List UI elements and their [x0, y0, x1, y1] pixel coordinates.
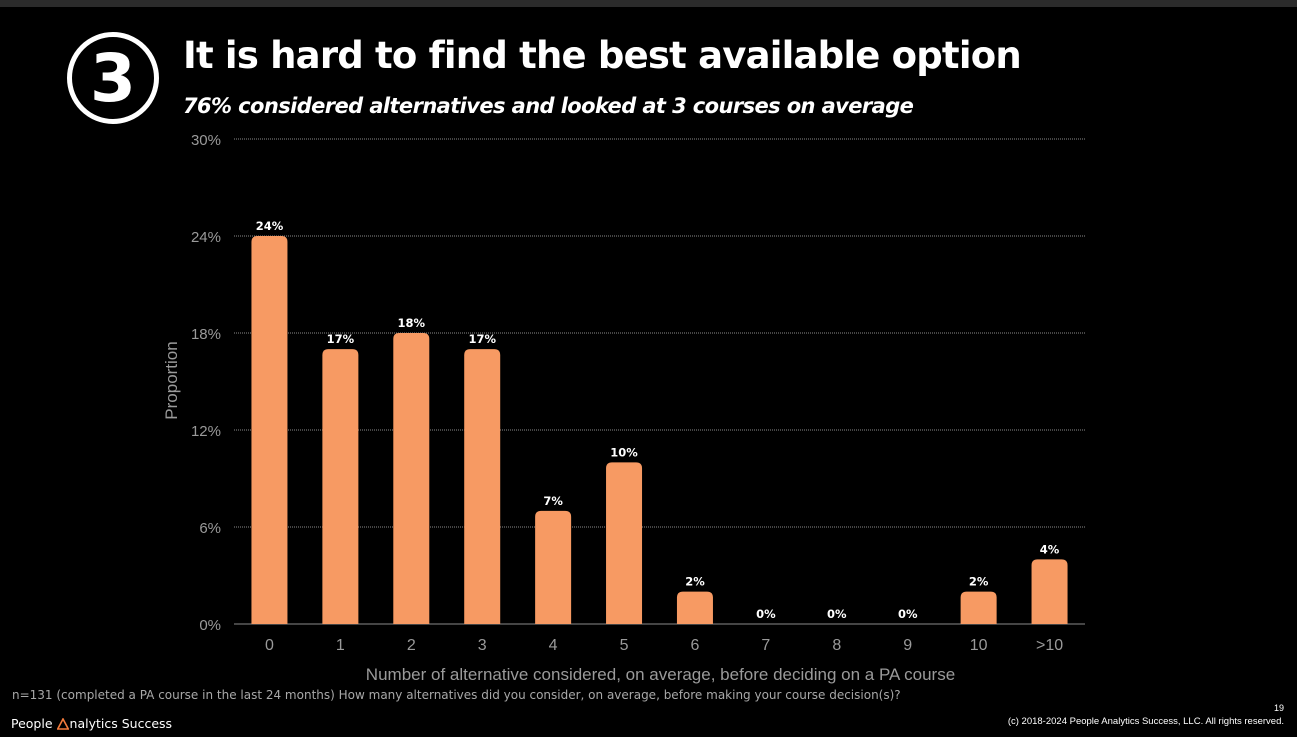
- x-axis-title: Number of alternative considered, on ave…: [366, 665, 955, 684]
- x-tick-label: 1: [336, 637, 345, 654]
- bar: [535, 510, 572, 624]
- y-axis-title: Proportion: [162, 341, 181, 419]
- data-label: 0%: [827, 607, 847, 621]
- y-tick-label: 0%: [199, 617, 221, 634]
- x-tick-label: 8: [832, 637, 841, 654]
- data-label: 7%: [543, 494, 563, 508]
- x-tick-label: 4: [549, 637, 558, 654]
- bar: [464, 349, 501, 624]
- slide-number-badge: 3: [67, 32, 159, 124]
- data-label: 0%: [898, 607, 918, 621]
- data-label: 0%: [756, 607, 776, 621]
- bar: [251, 236, 288, 624]
- x-tick-label: 7: [761, 637, 770, 654]
- triangle-logo-icon: [56, 717, 69, 730]
- y-tick-label: 30%: [191, 132, 221, 149]
- x-tick-label: 9: [903, 637, 912, 654]
- y-tick-label: 12%: [191, 423, 221, 440]
- brand-text-right: nalytics Success: [69, 716, 173, 731]
- data-label: 4%: [1040, 542, 1060, 556]
- brand-text-left: People: [11, 716, 53, 731]
- x-tick-label: 0: [265, 637, 274, 654]
- x-tick-label: 3: [478, 637, 487, 654]
- bar: [1031, 559, 1068, 624]
- page-number: 19: [1273, 703, 1284, 713]
- data-label: 17%: [327, 332, 355, 346]
- slide-subtitle: 76% considered alternatives and looked a…: [183, 94, 914, 118]
- copyright: (c) 2018-2024 People Analytics Success, …: [1007, 716, 1284, 727]
- x-tick-label: 5: [620, 637, 629, 654]
- data-label: 2%: [969, 575, 989, 589]
- bar: [393, 333, 430, 624]
- footnote: n=131 (completed a PA course in the last…: [12, 688, 901, 702]
- y-tick-label: 24%: [191, 229, 221, 246]
- slide-number: 3: [90, 40, 136, 117]
- x-tick-label: 10: [970, 637, 988, 654]
- top-bar: [0, 0, 1297, 7]
- data-label: 10%: [610, 445, 638, 459]
- slide-title: It is hard to find the best available op…: [183, 34, 1022, 77]
- bar: [676, 591, 713, 624]
- bar: [322, 349, 359, 624]
- x-tick-label: 6: [691, 637, 700, 654]
- data-label: 2%: [685, 575, 705, 589]
- x-tick-label: >10: [1036, 637, 1063, 654]
- x-tick-label: 2: [407, 637, 416, 654]
- bar-chart: 0% 6% 12% 18% 24% 30% 24% 0 17% 1 18% 2 17% 3 7% 4 10% 5 2…: [162, 132, 1085, 684]
- data-label: 18%: [398, 316, 426, 330]
- data-label: 17%: [468, 332, 496, 346]
- y-tick-label: 6%: [199, 520, 221, 537]
- bar: [960, 591, 997, 624]
- y-tick-label: 18%: [191, 326, 221, 343]
- brand-logo: People nalytics Success: [11, 716, 172, 731]
- data-label: 24%: [256, 219, 284, 233]
- bar: [606, 462, 643, 624]
